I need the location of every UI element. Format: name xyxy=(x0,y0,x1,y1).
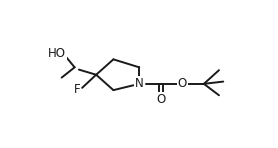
Text: F: F xyxy=(73,83,80,96)
Text: O: O xyxy=(156,93,165,106)
Text: N: N xyxy=(135,77,144,90)
Text: O: O xyxy=(178,77,187,90)
Text: HO: HO xyxy=(48,47,66,60)
